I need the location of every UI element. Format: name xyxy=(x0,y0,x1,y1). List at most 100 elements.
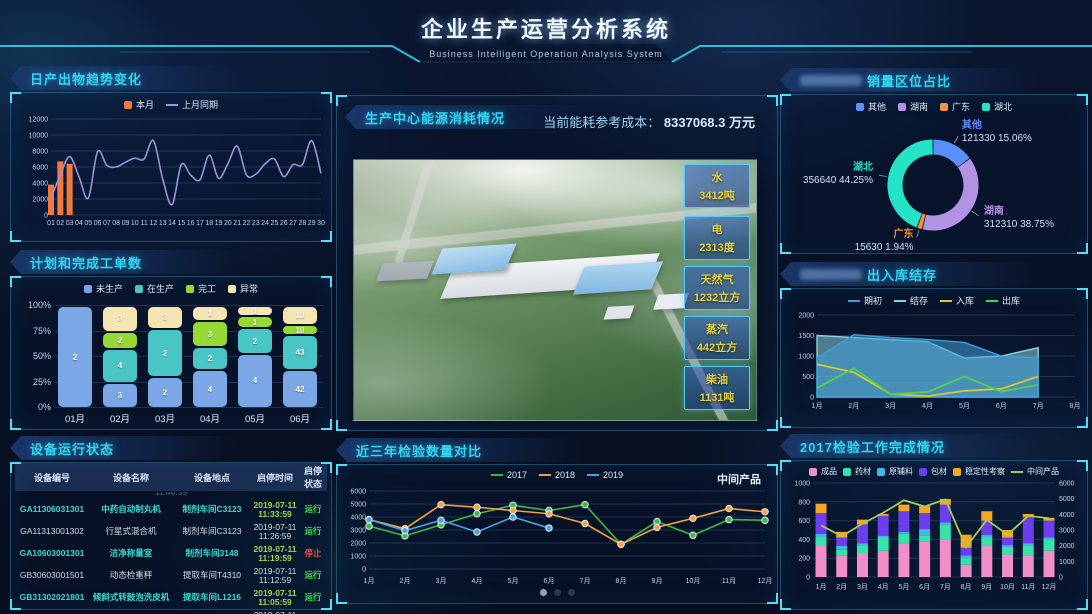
svg-text:1000: 1000 xyxy=(794,481,810,488)
column-header: 设备地点 xyxy=(173,463,251,491)
svg-text:09: 09 xyxy=(122,220,130,227)
panel-corner xyxy=(10,599,21,610)
equipment-table[interactable]: 设备编号 设备名称 设备地点 启停时间 启停状态 11:40:59 GA1130603130… xyxy=(11,463,331,614)
panel-title-inspection: 2017检验工作完成情况 xyxy=(780,434,1036,458)
equipment-row[interactable]: GB31302021801 倾斜式转鼓泡洗皮机 提取车间L1216 2019-07-1… xyxy=(15,587,327,609)
svg-text:08: 08 xyxy=(112,220,120,227)
legend-swatch xyxy=(490,474,503,476)
svg-text:1500: 1500 xyxy=(798,333,814,340)
legend-item-其他[interactable]: 其他 xyxy=(855,100,886,113)
legend-item-出库[interactable]: 出库 xyxy=(986,294,1020,307)
equipment-row[interactable]: GB30603001501 动态检重秤 提取车间T4310 2019-07-11 11:… xyxy=(15,565,327,587)
svg-text:14: 14 xyxy=(168,220,176,227)
legend-swatch xyxy=(897,102,906,111)
pagination-dot[interactable] xyxy=(567,589,575,596)
svg-text:12000: 12000 xyxy=(29,117,49,124)
svg-text:200: 200 xyxy=(798,556,810,563)
panel-title-inventory: 出入库结存 xyxy=(780,262,1036,286)
inventory-chart[interactable]: 0 500 1000 1500 2000 1月 2月 3月 4月 5月 6月 7月 8月 xyxy=(785,307,1083,415)
svg-text:500: 500 xyxy=(802,374,814,381)
legend-item-成品[interactable]: 成品 xyxy=(809,466,837,477)
panel-corner xyxy=(321,599,332,610)
sales-donut-chart[interactable] xyxy=(781,119,1087,253)
svg-text:5000: 5000 xyxy=(1059,496,1075,503)
legend-item-2019[interactable]: 2019 xyxy=(587,470,623,480)
panel-corner xyxy=(321,276,332,287)
energy-cost-label: 当前能耗参考成本： xyxy=(543,115,661,130)
legend-item-上月同期[interactable]: 上月同期 xyxy=(166,98,218,111)
legend-item-完工[interactable]: 完工 xyxy=(186,282,216,295)
donut-label-广东: 广东 15630 1.94% xyxy=(854,229,914,254)
panel-corner xyxy=(1077,599,1088,610)
stacked-bar-01月[interactable]: 2 xyxy=(58,305,92,407)
legend-item-在生产[interactable]: 在生产 xyxy=(134,282,174,295)
svg-text:26: 26 xyxy=(280,220,288,227)
pagination-dot[interactable] xyxy=(539,589,547,596)
status-badge: 停止 xyxy=(304,548,322,559)
pagination-dot[interactable] xyxy=(553,589,561,596)
three-year-chart[interactable]: 0 1000 2000 3000 4000 5000 6000 1月 2月 3月 4月 5月 6月 7月 8… xyxy=(341,485,773,589)
legend-item-广东[interactable]: 广东 xyxy=(940,100,970,113)
legend-item-包材[interactable]: 包材 xyxy=(919,466,947,477)
legend-item-本月[interactable]: 本月 xyxy=(123,98,154,111)
svg-text:20: 20 xyxy=(224,220,232,227)
inspection-chart[interactable]: 0 200 400 600 800 1000 0 1000 2000 3000 4000 5000 60… xyxy=(785,477,1083,599)
svg-text:0: 0 xyxy=(362,567,366,574)
svg-text:3月: 3月 xyxy=(857,583,868,591)
svg-text:19: 19 xyxy=(215,220,223,227)
legend-item-湖北[interactable]: 湖北 xyxy=(982,100,1012,113)
equipment-row[interactable]: GB31302021401水平螺旋转鼓洗皮机提取车间L12162019-07-1… xyxy=(15,609,327,614)
legend-item-未生产[interactable]: 未生产 xyxy=(83,282,123,295)
stacked-bar-06月[interactable]: 42 43 10 10 xyxy=(283,305,317,407)
donut-label-其他: 其他 121330 15.06% xyxy=(961,120,1032,145)
work-orders-chart[interactable]: 100% 75% 50% 25% 0% 2 01月 3 4 2 3 02月 2 2 3 03月 4 2 3 1 04月 4… xyxy=(11,299,331,429)
equipment-panel: 设备编号 设备名称 设备地点 启停时间 启停状态 11:40:59 GA1130603130… xyxy=(10,462,332,614)
legend-item-中间产品[interactable]: 中间产品 xyxy=(1011,466,1059,477)
pagination-dots[interactable] xyxy=(337,589,777,596)
svg-text:12: 12 xyxy=(150,220,158,227)
legend-item-稳定性考察[interactable]: 稳定性考察 xyxy=(953,466,1005,477)
panel-corner xyxy=(336,420,347,431)
panel-corner xyxy=(767,95,778,106)
legend-swatch xyxy=(809,467,817,476)
inspection-panel: 成品 药材 原辅料 包材 稳定性考察 中间产品 0 200 400 600 800 1000 0 100… xyxy=(780,460,1088,610)
legend-item-药材[interactable]: 药材 xyxy=(843,466,871,477)
svg-text:2月: 2月 xyxy=(400,577,411,585)
panel-corner xyxy=(780,599,791,610)
segment-异常: 3 xyxy=(103,307,137,331)
sales-legend: 其他 湖南 广东 湖北 xyxy=(781,95,1087,113)
equipment-row[interactable]: GA11313001302 行星式混合机 制剂车间C3123 2019-07-11 11… xyxy=(15,521,327,543)
legend-item-结存[interactable]: 结存 xyxy=(893,294,928,307)
segment-在生产: 2 xyxy=(238,329,272,353)
segment-在生产: 2 xyxy=(148,330,182,377)
legend-item-湖南[interactable]: 湖南 xyxy=(897,100,928,113)
energy-badge-gas: 天然气 1232立方 xyxy=(684,266,750,310)
svg-text:6000: 6000 xyxy=(1059,481,1075,488)
panel-corner xyxy=(321,92,332,103)
legend-swatch xyxy=(538,474,551,476)
segment-未生产: 4 xyxy=(193,371,227,407)
daily-output-panel: 本月 上月同期 0 2000 4000 6000 8000 10000 12000 01 02 03… xyxy=(10,92,332,242)
legend-item-2018[interactable]: 2018 xyxy=(538,470,575,480)
panel-corner xyxy=(10,276,21,287)
legend-item-异常[interactable]: 异常 xyxy=(228,282,258,295)
svg-text:11月: 11月 xyxy=(722,577,736,585)
legend-item-入库[interactable]: 入库 xyxy=(940,294,974,307)
equipment-row[interactable]: GA10603001301 洁净称量室 制剂车间3148 2019-07-11 11:1… xyxy=(15,543,327,565)
legend-swatch xyxy=(134,284,143,293)
legend-item-原辅料[interactable]: 原辅料 xyxy=(877,466,913,477)
segment-异常: 3 xyxy=(148,307,182,329)
legend-item-2017[interactable]: 2017 xyxy=(490,470,527,480)
equipment-row[interactable]: GA11306031301 中药自动制丸机 制剂车间C3123 2019-07-11 1… xyxy=(15,499,327,521)
legend-item-期初[interactable]: 期初 xyxy=(847,294,882,307)
segment-未生产: 2 xyxy=(58,307,92,407)
segment-在生产: 4 xyxy=(103,349,137,382)
work-orders-legend: 未生产 在生产 完工 异常 xyxy=(11,277,331,295)
svg-text:04: 04 xyxy=(75,220,83,227)
energy-badge-diesel: 柴油 1131吨 xyxy=(684,366,750,410)
